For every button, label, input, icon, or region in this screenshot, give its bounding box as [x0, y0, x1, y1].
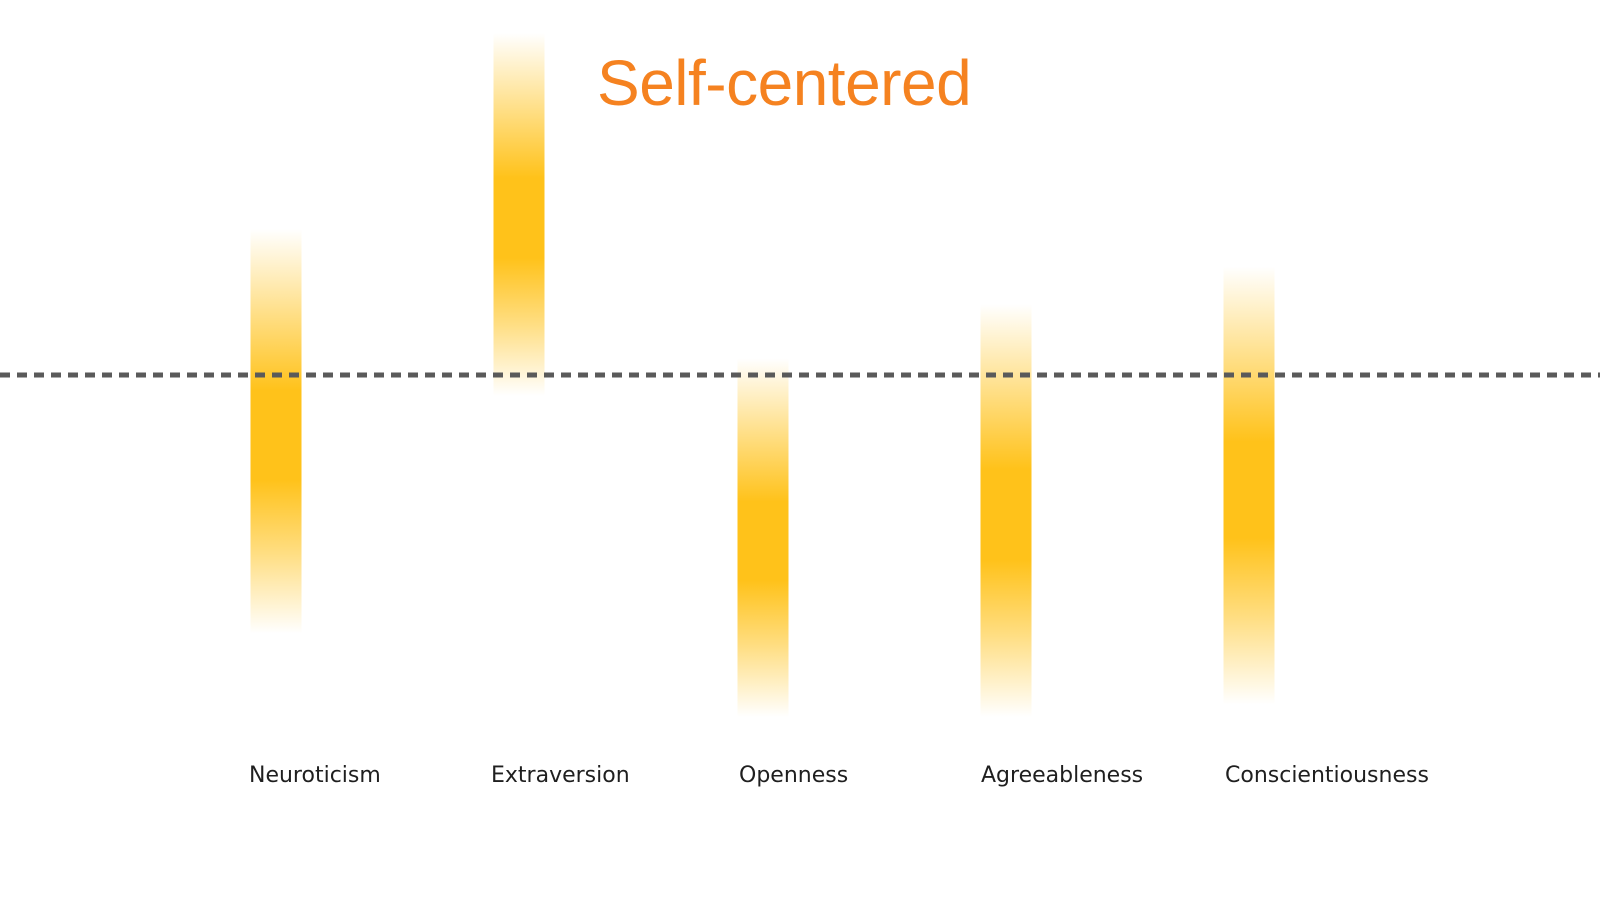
- bar-neuroticism: [250, 229, 302, 634]
- category-label-extraversion: Extraversion: [491, 763, 630, 788]
- bar-conscientiousness: [1223, 266, 1275, 705]
- bars-layer: [250, 33, 1275, 717]
- bar-openness: [737, 358, 789, 717]
- category-label-agreeableness: Agreeableness: [981, 763, 1143, 788]
- bar-agreeableness: [980, 304, 1032, 717]
- bar-extraversion: [493, 33, 545, 396]
- category-label-openness: Openness: [739, 763, 848, 788]
- chart-title: Self-centered: [597, 47, 971, 119]
- category-label-neuroticism: Neuroticism: [249, 763, 381, 788]
- labels-layer: Neuroticism Extraversion Openness Agreeable…: [249, 763, 1429, 788]
- category-label-conscientiousness: Conscientiousness: [1225, 763, 1429, 788]
